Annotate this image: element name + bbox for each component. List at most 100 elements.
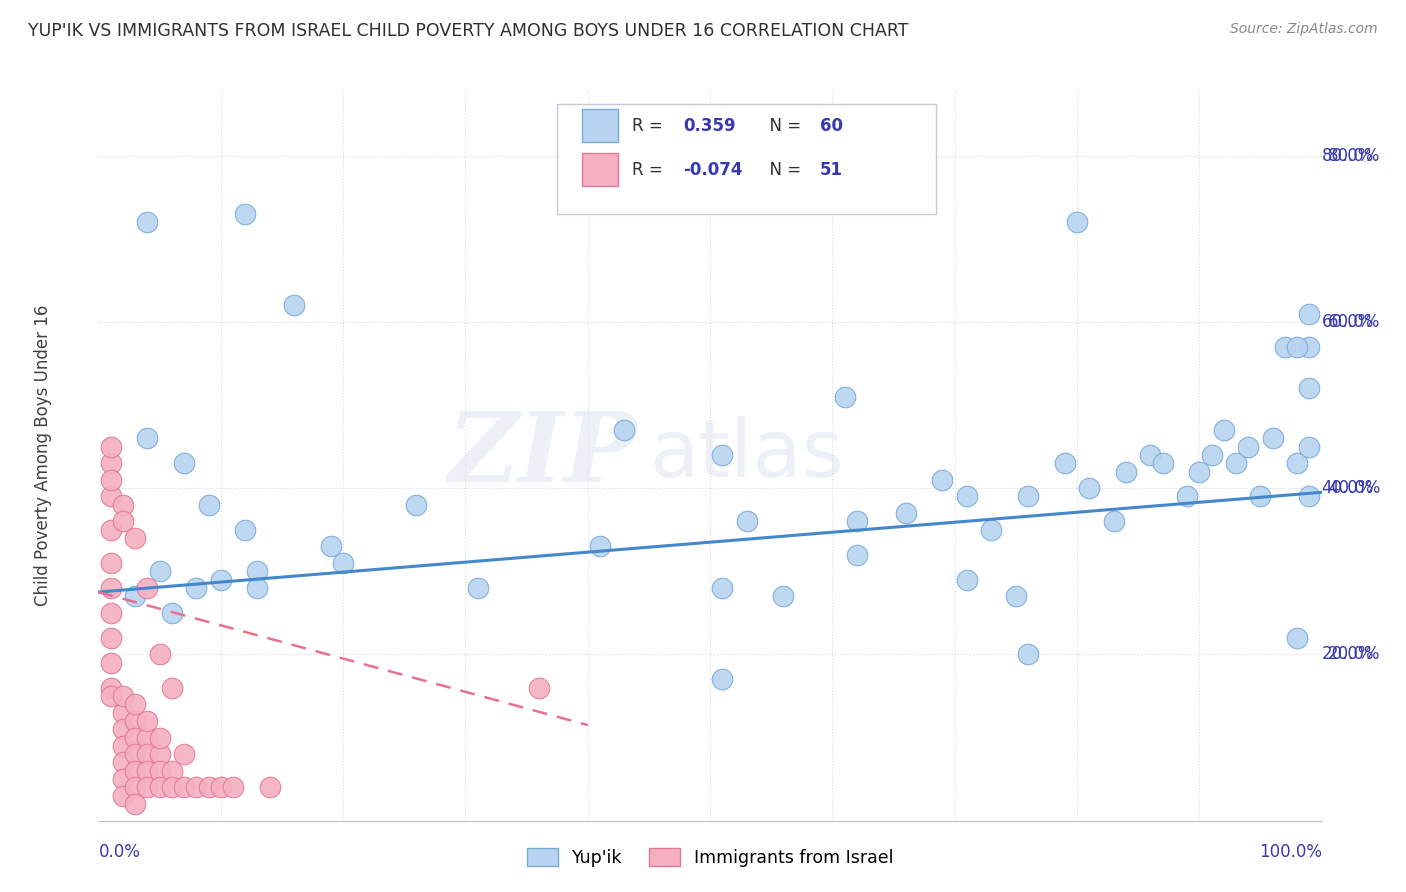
Point [197, 780, 219, 795]
Point [124, 747, 146, 761]
Point [197, 498, 219, 512]
Point [980, 523, 1002, 537]
Point [589, 539, 612, 553]
Point [100, 473, 122, 487]
Point [222, 780, 245, 795]
Point [100, 606, 122, 620]
Point [259, 780, 281, 795]
Point [100, 581, 122, 595]
Point [1286, 631, 1309, 645]
Point [111, 689, 134, 703]
Point [246, 564, 269, 578]
Point [1201, 448, 1223, 462]
Point [1298, 490, 1320, 504]
Text: R =: R = [631, 117, 668, 135]
Point [124, 797, 146, 811]
Point [173, 456, 195, 470]
Point [711, 673, 734, 687]
Point [100, 523, 122, 537]
Point [186, 780, 208, 795]
Point [124, 698, 146, 712]
Point [1298, 340, 1320, 354]
Text: ZIP: ZIP [447, 408, 637, 502]
Point [845, 548, 868, 562]
Point [1017, 648, 1039, 662]
Point [1004, 589, 1026, 603]
Point [124, 780, 146, 795]
Point [956, 490, 979, 504]
Point [149, 731, 172, 745]
Text: 0.359: 0.359 [683, 117, 735, 135]
Point [931, 473, 953, 487]
Point [1066, 215, 1088, 229]
Point [1017, 490, 1039, 504]
Point [100, 556, 122, 570]
Point [834, 390, 856, 404]
Text: 0.0%: 0.0% [98, 843, 141, 861]
Point [136, 747, 159, 761]
Text: Source: ZipAtlas.com: Source: ZipAtlas.com [1230, 22, 1378, 37]
Point [100, 456, 122, 470]
Text: 100.0%: 100.0% [1258, 843, 1322, 861]
Point [149, 780, 172, 795]
Point [111, 756, 134, 770]
Point [1102, 515, 1125, 529]
Point [149, 764, 172, 778]
Point [160, 681, 183, 695]
Text: 40.0%: 40.0% [1327, 479, 1381, 497]
Point [1237, 440, 1260, 454]
Point [1274, 340, 1296, 354]
Text: 20.0%: 20.0% [1327, 646, 1381, 664]
Text: 40.0%: 40.0% [1322, 479, 1374, 497]
Point [160, 764, 183, 778]
Point [527, 681, 550, 695]
Point [1286, 340, 1309, 354]
Point [136, 215, 159, 229]
Point [149, 648, 172, 662]
Point [405, 498, 427, 512]
Point [124, 731, 146, 745]
Point [1298, 381, 1320, 395]
Point [246, 581, 269, 595]
Point [136, 581, 159, 595]
Point [111, 498, 134, 512]
Text: Child Poverty Among Boys Under 16: Child Poverty Among Boys Under 16 [34, 304, 52, 606]
Point [100, 656, 122, 670]
Point [332, 556, 354, 570]
Text: -0.074: -0.074 [683, 161, 742, 178]
Point [100, 689, 122, 703]
Point [735, 515, 758, 529]
Point [1078, 481, 1101, 495]
Point [111, 706, 134, 720]
Text: 80.0%: 80.0% [1327, 146, 1381, 165]
Text: atlas: atlas [648, 416, 844, 494]
Point [111, 772, 134, 786]
Point [149, 564, 172, 578]
Point [1139, 448, 1161, 462]
Text: 80.0%: 80.0% [1322, 146, 1374, 165]
Point [100, 681, 122, 695]
Point [136, 714, 159, 728]
Text: YUP'IK VS IMMIGRANTS FROM ISRAEL CHILD POVERTY AMONG BOYS UNDER 16 CORRELATION C: YUP'IK VS IMMIGRANTS FROM ISRAEL CHILD P… [28, 22, 908, 40]
Point [1212, 423, 1234, 437]
Point [173, 747, 195, 761]
Point [149, 747, 172, 761]
Point [1249, 490, 1271, 504]
Point [160, 606, 183, 620]
Point [186, 581, 208, 595]
Text: 60.0%: 60.0% [1322, 313, 1374, 331]
Point [894, 506, 917, 520]
Point [1298, 440, 1320, 454]
Point [124, 764, 146, 778]
Point [283, 298, 305, 312]
Point [1188, 465, 1211, 479]
Point [233, 523, 256, 537]
Point [711, 448, 734, 462]
Text: 60.0%: 60.0% [1327, 313, 1381, 331]
Point [136, 764, 159, 778]
Point [319, 539, 342, 553]
Point [124, 531, 146, 545]
Point [613, 423, 636, 437]
Point [1225, 456, 1247, 470]
Point [209, 780, 232, 795]
